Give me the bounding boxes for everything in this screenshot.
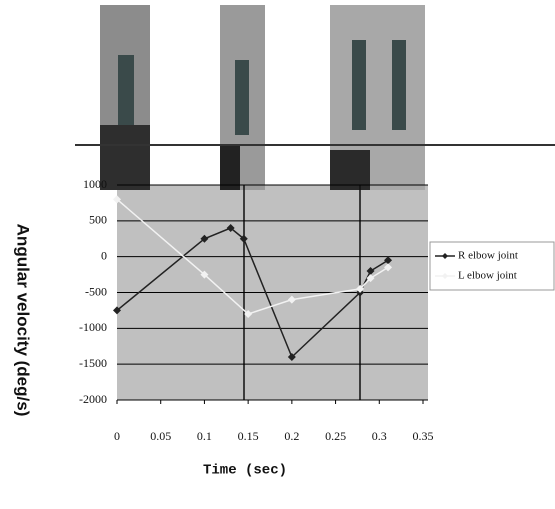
x-tick-label: 0 [114, 429, 120, 443]
marker [356, 284, 365, 293]
marker [200, 234, 209, 243]
marker [200, 270, 209, 279]
x-tick-label: 0.15 [238, 429, 259, 443]
marker [287, 353, 296, 361]
x-tick-label: 0.1 [197, 429, 212, 443]
x-axis-title: Time (sec) [203, 463, 287, 479]
legend-label: L elbow joint [458, 270, 517, 282]
marker [366, 267, 375, 275]
marker [366, 274, 375, 283]
y-tick-label: 0 [101, 248, 107, 262]
marker [384, 256, 393, 265]
photos [100, 5, 425, 190]
y-tick-label: -1500 [79, 356, 107, 370]
y-tick-label: -2000 [79, 392, 107, 406]
marker [113, 195, 121, 204]
marker [226, 224, 235, 232]
y-tick-label: 500 [89, 213, 107, 227]
x-tick-label: 0.3 [372, 429, 387, 443]
x-tick-label: 0.35 [413, 429, 434, 443]
x-tick-label: 0.2 [284, 429, 299, 443]
y-tick-label: -1000 [79, 320, 107, 334]
marker [244, 310, 253, 318]
y-axis-title: Angular velocity (deg/s) [14, 224, 33, 417]
marker [384, 263, 393, 272]
legend-marker [442, 273, 448, 279]
marker [239, 234, 248, 243]
x-tick-label: 0.05 [150, 429, 171, 443]
x-tick-label: 0.25 [325, 429, 346, 443]
y-tick-label: -500 [85, 284, 107, 298]
legend-label: R elbow joint [458, 250, 518, 262]
marker [287, 295, 296, 304]
legend: R elbow joint L elbow joint [429, 241, 555, 291]
line-series [116, 227, 389, 359]
legend-marker [442, 253, 448, 259]
y-tick-label: 1000 [83, 177, 107, 191]
marker [113, 306, 121, 315]
